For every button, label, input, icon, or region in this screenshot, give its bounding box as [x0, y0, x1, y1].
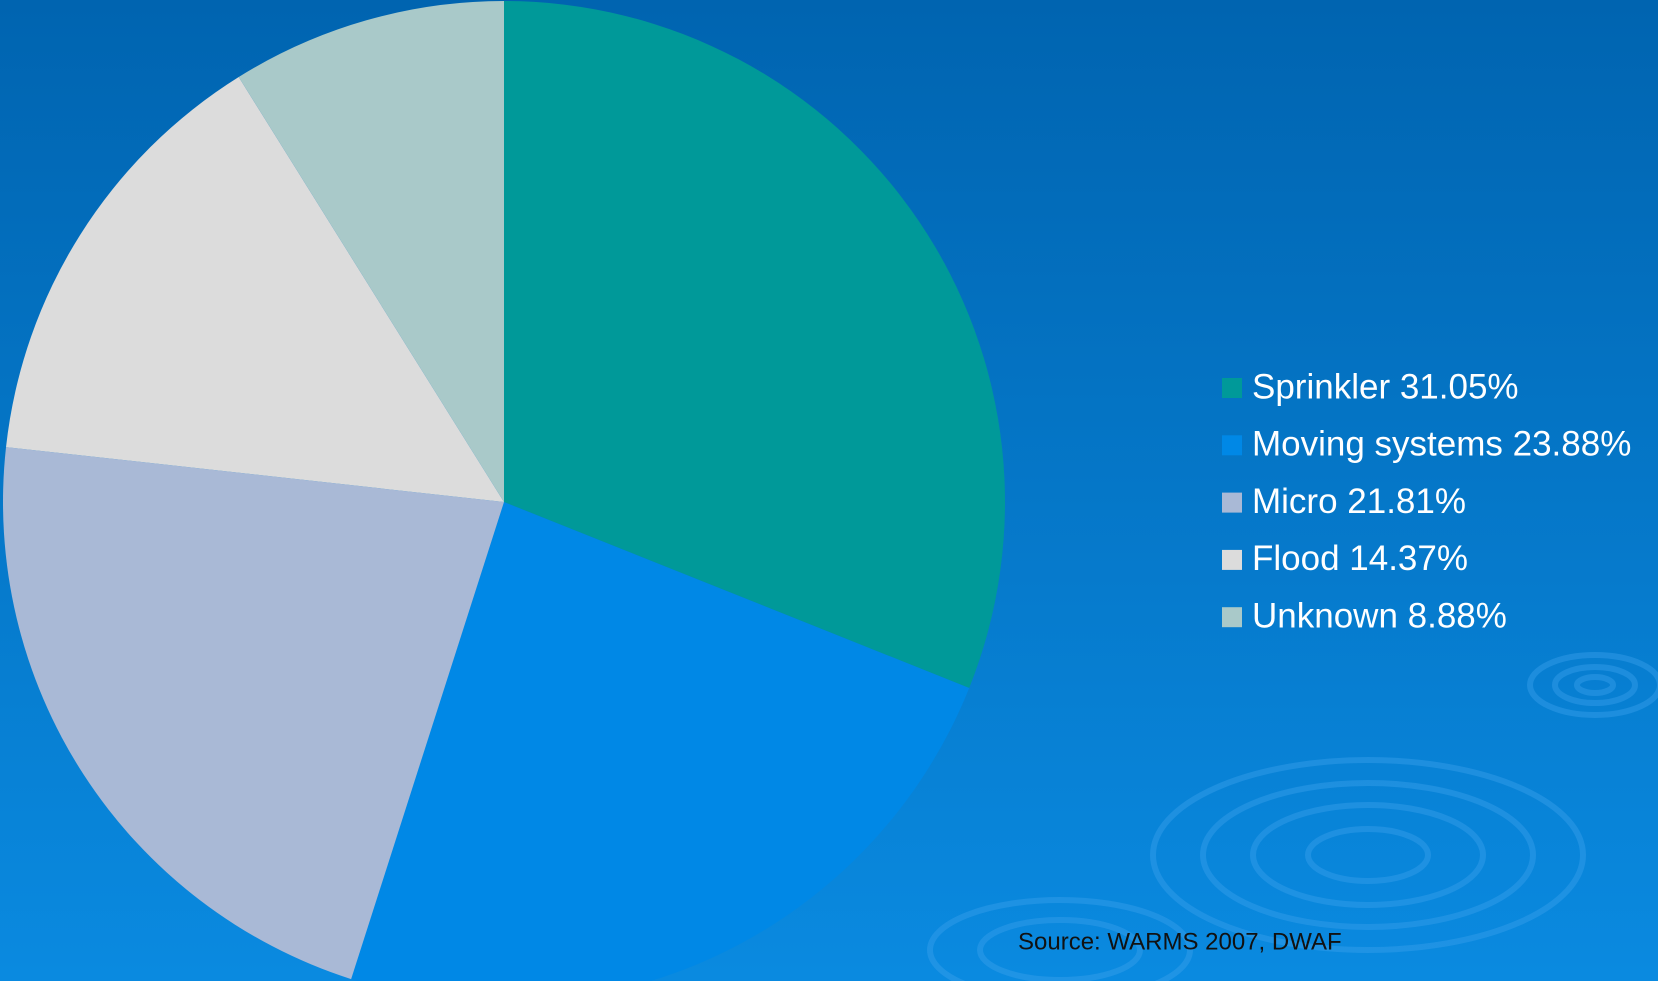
pie-slice: [238, 1, 504, 502]
legend-label: Flood 14.37%: [1252, 539, 1468, 578]
legend-swatch: [1222, 492, 1242, 513]
legend-label: Micro 21.81%: [1252, 482, 1466, 521]
ripples: [927, 652, 1658, 981]
legend-swatch: [1222, 378, 1242, 398]
legend-label: Moving systems 23.88%: [1252, 425, 1631, 464]
source-note: Source: WARMS 2007, DWAF: [1018, 928, 1342, 955]
legend-swatch: [1222, 549, 1242, 570]
pie-slice: [504, 1, 1005, 688]
legend-swatch: [1222, 607, 1242, 628]
legend: Sprinkler 31.05% Moving systems 23.88% Mic…: [1222, 367, 1631, 635]
legend-label: Sprinkler 31.05%: [1252, 367, 1519, 406]
pie-slice: [6, 76, 504, 502]
legend-swatch: [1222, 435, 1242, 456]
pie-slice: [351, 502, 970, 981]
legend-label: Unknown 8.88%: [1252, 596, 1507, 635]
pie-slice: [3, 447, 505, 980]
pie: [3, 1, 1005, 981]
